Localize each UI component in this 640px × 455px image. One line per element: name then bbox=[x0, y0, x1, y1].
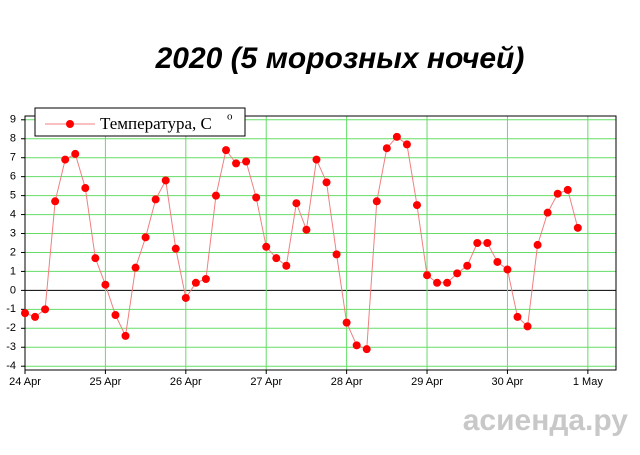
data-point bbox=[181, 293, 190, 302]
data-point bbox=[563, 185, 572, 194]
chart-title: 2020 (5 морозных ночей) bbox=[155, 42, 525, 75]
data-point bbox=[382, 144, 391, 153]
data-point bbox=[111, 311, 120, 320]
data-point bbox=[211, 191, 220, 200]
data-point bbox=[423, 271, 432, 280]
y-tick-label: 7 bbox=[10, 152, 16, 164]
data-point bbox=[131, 263, 140, 272]
y-tick-label: 5 bbox=[10, 190, 16, 202]
data-point bbox=[372, 197, 381, 206]
data-point bbox=[61, 155, 70, 164]
watermark: асиенда.ру bbox=[463, 404, 629, 437]
y-tick-label: 9 bbox=[10, 114, 16, 126]
data-point bbox=[362, 345, 371, 354]
data-point bbox=[31, 312, 40, 321]
y-tick-label: 3 bbox=[10, 227, 16, 239]
data-point bbox=[553, 189, 562, 198]
data-point bbox=[392, 132, 401, 141]
y-tick-label: -1 bbox=[6, 303, 16, 315]
x-tick-label: 26 Apr bbox=[170, 376, 202, 388]
data-point bbox=[81, 184, 90, 193]
data-point bbox=[543, 208, 552, 217]
plot-frame bbox=[24, 115, 617, 371]
data-point bbox=[201, 275, 210, 284]
y-tick-label: 4 bbox=[10, 208, 16, 220]
series-line bbox=[24, 136, 579, 350]
data-point bbox=[91, 254, 100, 263]
data-point bbox=[41, 305, 50, 314]
x-tick-label: 24 Apr bbox=[9, 376, 41, 388]
legend-superscript: o bbox=[227, 111, 233, 123]
x-tick-label: 27 Apr bbox=[250, 376, 282, 388]
data-point bbox=[533, 240, 542, 249]
data-point bbox=[503, 265, 512, 274]
data-point bbox=[443, 278, 452, 287]
data-point bbox=[483, 239, 492, 247]
data-point bbox=[51, 197, 60, 206]
data-point bbox=[161, 176, 170, 185]
data-point bbox=[292, 199, 301, 208]
data-point bbox=[453, 269, 462, 278]
y-tick-label: -4 bbox=[6, 360, 16, 372]
data-point bbox=[121, 331, 130, 340]
data-point bbox=[151, 195, 160, 204]
y-tick-label: 1 bbox=[10, 265, 16, 277]
data-point bbox=[412, 201, 421, 210]
data-point bbox=[272, 254, 281, 263]
data-point bbox=[463, 261, 472, 270]
data-point bbox=[21, 309, 29, 318]
y-tick-label: 6 bbox=[10, 171, 16, 183]
y-tick-label: 8 bbox=[10, 133, 16, 145]
y-tick-label: 2 bbox=[10, 246, 16, 258]
data-point bbox=[282, 261, 291, 270]
data-point bbox=[191, 278, 200, 287]
y-tick-label: -2 bbox=[6, 322, 16, 334]
data-point bbox=[352, 341, 361, 350]
data-point bbox=[573, 223, 582, 232]
legend-marker bbox=[66, 120, 74, 128]
data-point bbox=[232, 159, 241, 168]
data-point bbox=[402, 140, 411, 149]
data-point bbox=[312, 155, 321, 164]
data-point bbox=[242, 157, 251, 166]
data-point bbox=[473, 239, 482, 247]
x-tick-label: 28 Apr bbox=[331, 376, 363, 388]
x-tick-label: 25 Apr bbox=[90, 376, 122, 388]
data-point bbox=[252, 193, 261, 202]
data-point bbox=[171, 244, 180, 253]
data-point bbox=[433, 278, 442, 287]
data-point bbox=[322, 178, 331, 187]
x-tick-label: 30 Apr bbox=[492, 376, 524, 388]
data-point bbox=[141, 233, 150, 242]
data-point bbox=[262, 242, 271, 251]
data-point bbox=[222, 146, 231, 155]
data-point bbox=[493, 257, 502, 266]
data-point bbox=[302, 225, 311, 234]
data-point bbox=[342, 318, 351, 327]
y-tick-label: 0 bbox=[10, 284, 16, 296]
legend-label: Температура, C bbox=[100, 114, 212, 133]
data-point bbox=[101, 280, 110, 289]
x-tick-label: 29 Apr bbox=[411, 376, 443, 388]
x-tick-label: 1 May bbox=[573, 376, 603, 388]
data-point bbox=[71, 149, 80, 158]
y-tick-label: -3 bbox=[6, 341, 16, 353]
data-point bbox=[332, 250, 341, 259]
data-point bbox=[523, 322, 532, 331]
data-point bbox=[513, 312, 522, 321]
